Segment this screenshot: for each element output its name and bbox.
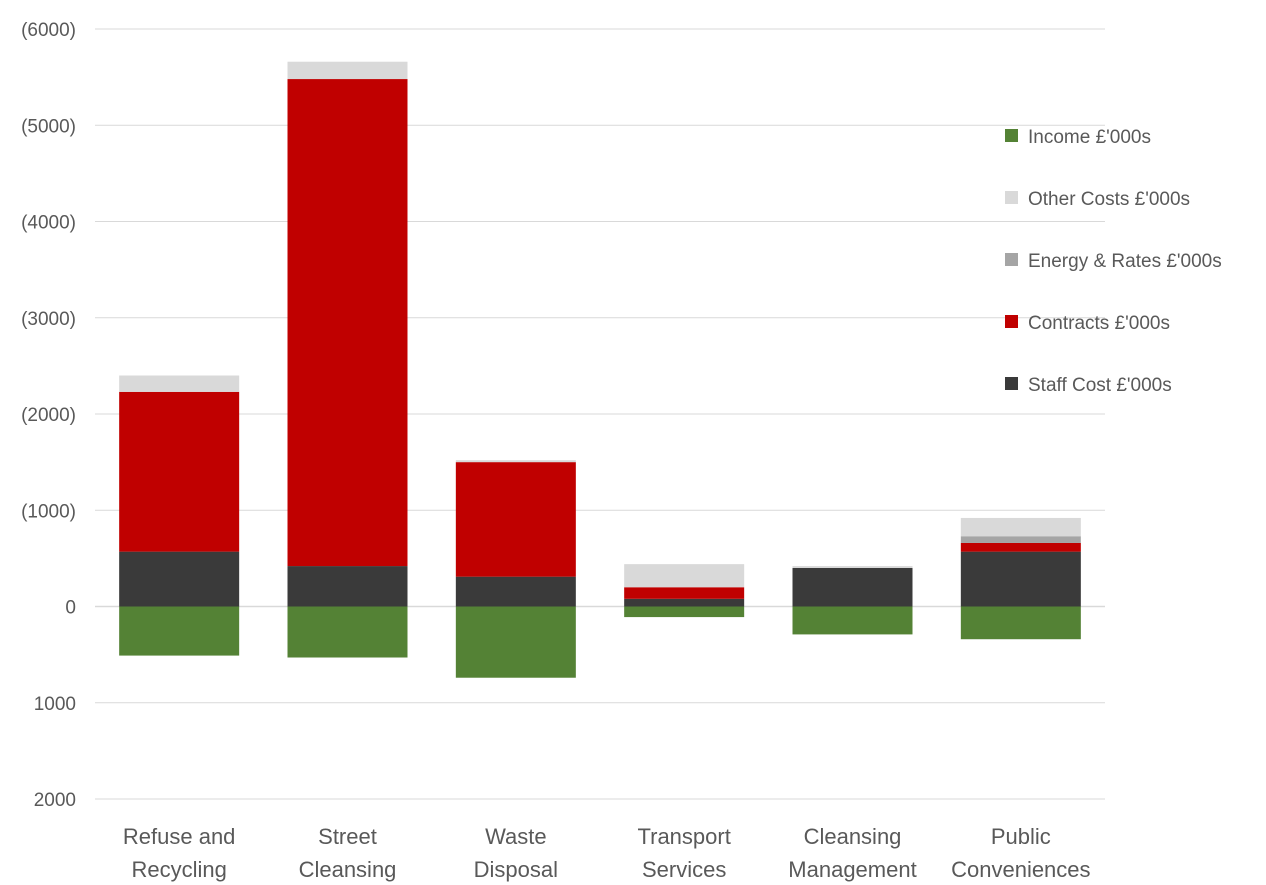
legend-swatch [1005,129,1018,142]
bar-segment [455,460,576,463]
bar-segment [119,606,240,656]
y-tick-label: (1000) [21,501,76,522]
legend-swatch [1005,377,1018,390]
bar-segment [624,598,745,607]
bar-segment [119,551,240,607]
bar-segment [287,61,408,80]
bar-segment [624,587,745,599]
bar-segment [960,551,1081,607]
category-label: Waste [485,824,547,849]
legend-label: Contracts £'000s [1028,313,1170,334]
category-label: Recycling [131,857,226,882]
y-tick-label: (5000) [21,116,76,137]
legend-swatch [1005,253,1018,266]
legend-label: Income £'000s [1028,127,1151,148]
bar-segment [455,576,576,607]
bar-segment [455,462,576,577]
category-label: Disposal [474,857,558,882]
y-tick-label: (2000) [21,405,76,426]
category-label: Management [788,857,916,882]
bar-segment [287,606,408,658]
y-tick-label: 0 [65,598,76,619]
bar-segment [792,568,913,607]
y-tick-label: (3000) [21,309,76,330]
bar-segment [960,517,1081,537]
category-label: Cleansing [299,857,397,882]
bar-segment [624,606,745,618]
bar-segment [624,564,745,588]
legend-swatch [1005,191,1018,204]
y-tick-label: 1000 [34,694,76,715]
bar-segment [455,606,576,678]
gridlines [95,28,1105,800]
bar-segment [287,79,408,567]
category-label: Refuse and [123,824,236,849]
y-tick-label: (6000) [21,20,76,41]
bar-segment [792,606,913,635]
category-label: Public [991,824,1051,849]
bar-segment [287,566,408,607]
y-axis: (6000) (5000) (4000) (3000) (2000) (1000) 0 100… [21,20,76,811]
legend-swatch [1005,315,1018,328]
category-label: Conveniences [951,857,1090,882]
category-label: Transport [638,824,731,849]
bar-segment [119,391,240,552]
legend-label: Energy & Rates £'000s [1028,251,1222,272]
x-axis: Refuse and Recycling Street Cleansing Waste D… [123,824,1091,882]
bar-segment [960,542,1081,552]
legend-label: Staff Cost £'000s [1028,375,1172,396]
category-label: Cleansing [804,824,902,849]
y-tick-label: (4000) [21,213,76,234]
category-label: Street [318,824,377,849]
y-tick-label: 2000 [34,790,76,811]
legend-label: Other Costs £'000s [1028,189,1190,210]
bar-segment [119,375,240,392]
bar-segment [792,566,913,568]
legend: Income £'000s Other Costs £'000s Energy & … [1005,127,1222,396]
bar-segment [960,536,1081,543]
bars [119,61,1081,678]
category-label: Services [642,857,726,882]
bar-segment [960,606,1081,640]
